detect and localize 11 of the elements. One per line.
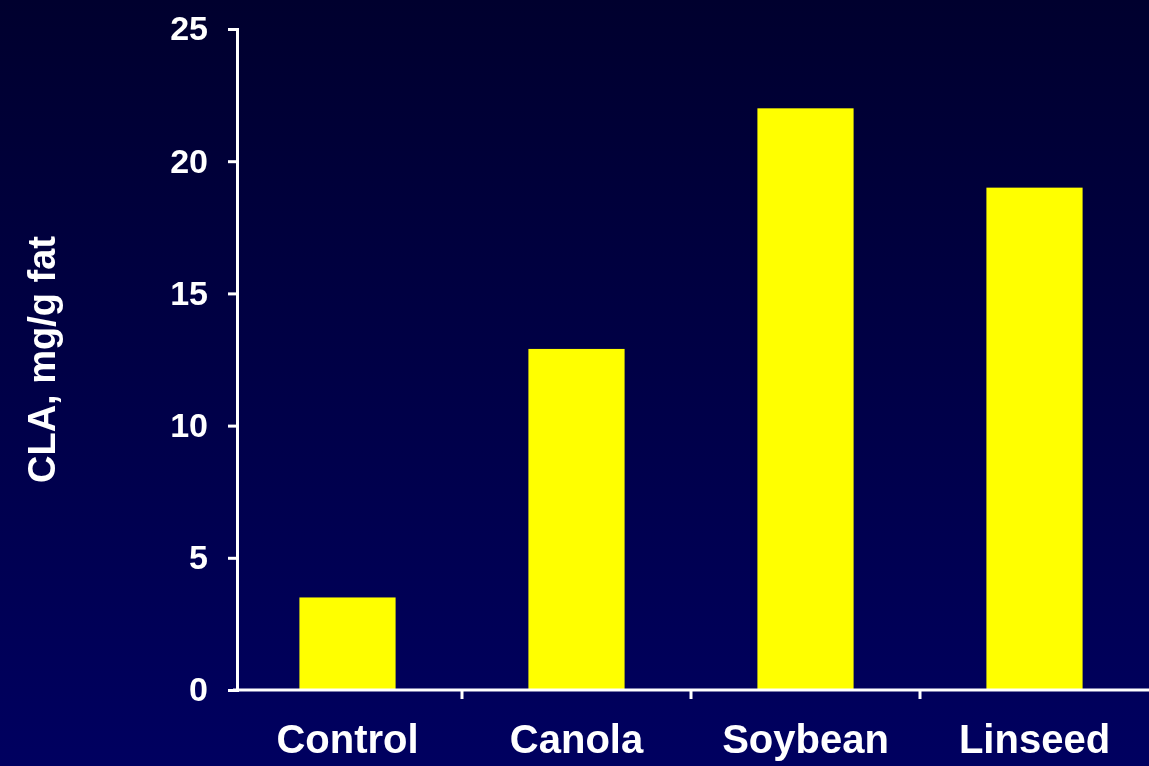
x-tick-label: Linseed bbox=[958, 717, 1111, 761]
y-tick-label: 5 bbox=[189, 538, 208, 577]
y-tick-label: 15 bbox=[170, 273, 208, 312]
x-tick-label: Canola bbox=[509, 717, 644, 761]
y-tick-label: 10 bbox=[170, 405, 208, 444]
y-axis-title: CLA, mg/g fat bbox=[21, 235, 63, 483]
y-tick-label: 25 bbox=[170, 9, 208, 48]
x-tick-label: Control bbox=[276, 717, 419, 761]
y-tick-label: 20 bbox=[170, 141, 208, 180]
y-tick-label: 0 bbox=[189, 670, 208, 709]
x-tick-label: Soybean bbox=[722, 717, 889, 761]
